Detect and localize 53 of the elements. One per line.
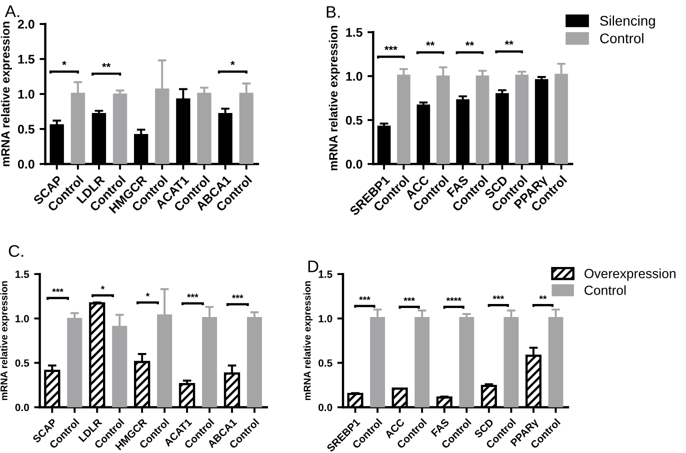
chart-title: A. [4, 6, 20, 18]
y-tick-label: 1.5 [16, 270, 30, 278]
y-axis-title: mRNA relative expression [0, 281, 10, 400]
annotation: ** [539, 296, 547, 300]
bar [112, 93, 128, 164]
annotation: *** [404, 297, 415, 301]
y-tick-label: 0.0 [18, 160, 34, 169]
y-tick-label: 1.0 [346, 72, 362, 81]
annotation: * [100, 286, 105, 290]
y-tick-label: 2.0 [18, 20, 34, 29]
y-axis-title: mRNA relative expression [0, 22, 12, 166]
chart-title: C. [8, 245, 24, 257]
y-tick-label: 0.0 [15, 404, 29, 412]
annotation: *** [187, 294, 198, 298]
y-tick-label: 1.0 [16, 314, 29, 322]
annotation: *** [384, 46, 398, 50]
annotation: *** [232, 294, 244, 298]
y-axis-title: mRNA relative expression [303, 281, 313, 400]
annotation: ** [465, 42, 474, 46]
annotation: * [230, 60, 235, 66]
annotation: *** [52, 288, 64, 292]
annotation: *** [492, 296, 504, 300]
y-tick-label: 0.5 [18, 124, 35, 134]
y-tick-label: 0.5 [318, 359, 332, 367]
y-tick-label: 0.5 [346, 116, 362, 125]
bar [515, 74, 529, 164]
bar [476, 76, 490, 164]
y-tick-label: 1.0 [18, 90, 34, 99]
y-tick-label: 1.0 [318, 314, 332, 322]
legend-label: Silencing [600, 16, 655, 28]
annotation: *** [359, 296, 370, 300]
legend-label: Control [584, 285, 626, 295]
legend-label: Overexpression [584, 268, 676, 281]
annotation: ** [102, 63, 111, 68]
chart-title: D. [308, 260, 322, 272]
y-tick-label: 0.0 [318, 404, 332, 412]
y-tick-label: 1.5 [318, 270, 332, 278]
y-tick-label: 1.5 [346, 28, 362, 37]
chart-title: B. [326, 6, 340, 18]
legend-label: Control [600, 33, 644, 44]
y-tick-label: 0.5 [15, 359, 30, 367]
y-tick-label: 0.0 [346, 160, 362, 169]
annotation: ** [504, 40, 514, 45]
annotation: **** [446, 297, 462, 301]
y-axis-title: mRNA relative expression [328, 26, 340, 170]
bar [67, 318, 82, 408]
annotation: * [62, 60, 66, 66]
annotation: ** [426, 42, 435, 46]
annotation: * [146, 292, 150, 296]
y-tick-label: 1.5 [18, 54, 35, 64]
bar [246, 317, 262, 408]
bar [459, 317, 474, 408]
bar [197, 92, 212, 164]
